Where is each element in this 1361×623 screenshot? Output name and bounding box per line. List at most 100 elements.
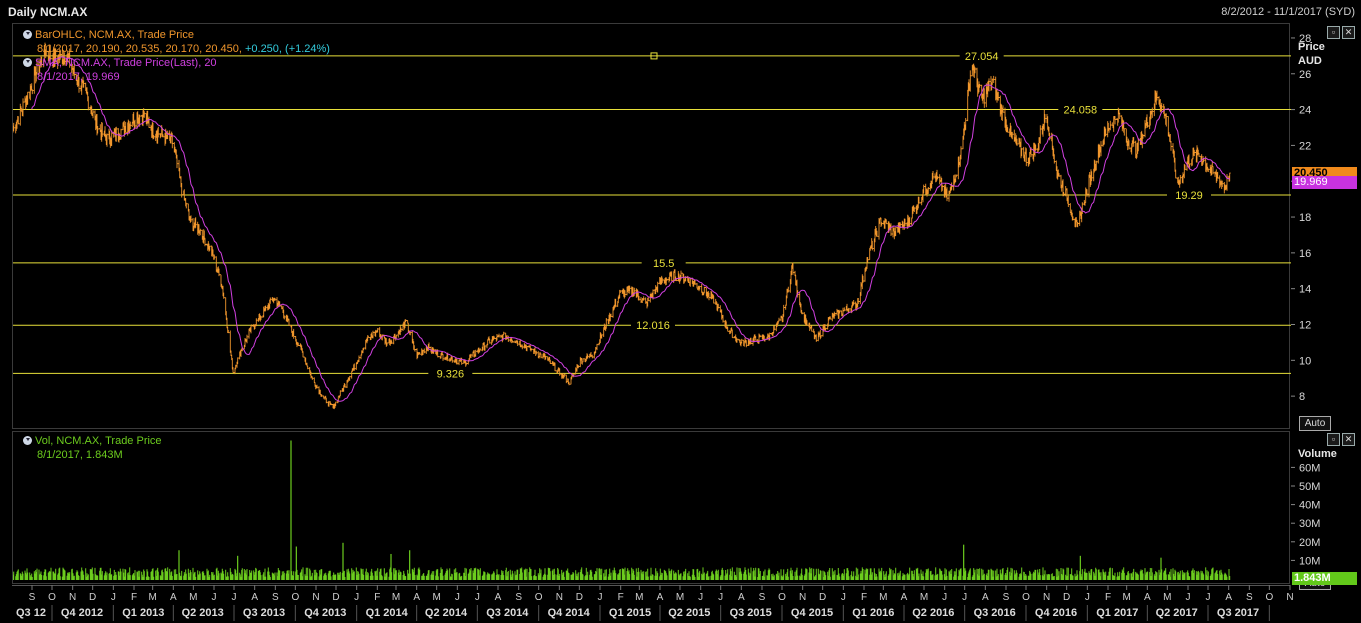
restore-pane-icon[interactable]: ▫: [1327, 433, 1340, 446]
close-pane-icon[interactable]: ✕: [1342, 433, 1355, 446]
month-tick-label: A: [657, 592, 664, 603]
date-range: 8/2/2012 - 11/1/2017 (SYD): [1221, 6, 1355, 18]
month-tick-label: M: [432, 592, 440, 603]
month-tick-label: M: [1163, 592, 1171, 603]
price-axis-unit: AUD: [1298, 55, 1322, 67]
price-tick-label: 8: [1299, 391, 1305, 403]
chart-header: Daily NCM.AX 8/2/2012 - 11/1/2017 (SYD): [0, 0, 1361, 22]
quarter-label: Q2 2015: [668, 607, 710, 619]
legend-toggle-icon[interactable]: [23, 436, 32, 445]
month-tick-label: S: [759, 592, 766, 603]
price-tick-label: 14: [1299, 284, 1311, 296]
quarter-label: Q4 2014: [548, 607, 591, 619]
bar-legend: BarOHLC, NCM.AX, Trade Price: [23, 28, 194, 42]
quarter-label: Q1 2013: [122, 607, 164, 619]
restore-pane-icon[interactable]: ▫: [1327, 26, 1340, 39]
month-tick-label: A: [1225, 592, 1232, 603]
month-tick-label: F: [1105, 592, 1111, 603]
month-tick-label: A: [738, 592, 745, 603]
quarter-label: Q1 2015: [609, 607, 651, 619]
level-label-1: 24.058: [1058, 103, 1103, 117]
month-tick-label: O: [48, 592, 56, 603]
bar-change-value: +0.250, (+1.24%): [244, 43, 330, 55]
price-tick-label: 26: [1299, 69, 1311, 81]
month-tick-label: F: [131, 592, 137, 603]
month-tick-label: S: [515, 592, 522, 603]
volume-legend: Vol, NCM.AX, Trade Price: [23, 434, 162, 448]
month-tick-label: J: [1186, 592, 1191, 603]
month-tick-label: M: [676, 592, 684, 603]
month-tick-label: A: [170, 592, 177, 603]
quarter-label: Q1 2014: [366, 607, 409, 619]
level-label-text: 12.016: [636, 320, 670, 332]
month-tick-label: O: [1022, 592, 1030, 603]
level-label-text: 19.29: [1175, 190, 1203, 202]
price-tick-label: 12: [1299, 320, 1311, 332]
level-label-text: 24.058: [1064, 105, 1098, 117]
quarter-label: Q4 2013: [304, 607, 346, 619]
ohlc-bar-series[interactable]: [12, 42, 1231, 410]
month-tick-label: J: [212, 592, 217, 603]
volume-tick-label: 50M: [1299, 481, 1320, 493]
legend-toggle-icon[interactable]: [23, 58, 32, 67]
quarter-label: Q3 2013: [243, 607, 285, 619]
volume-tick-label: 40M: [1299, 500, 1320, 512]
month-tick-label: O: [291, 592, 299, 603]
level-label-4: 12.016: [631, 319, 675, 332]
price-plot[interactable]: 27.054 24.058 19.29 15.5 12.016 9.326: [12, 24, 1291, 430]
month-tick-label: N: [312, 592, 319, 603]
month-tick-label: M: [920, 592, 928, 603]
month-tick-label: D: [576, 592, 583, 603]
price-tick-label: 16: [1299, 248, 1311, 260]
month-tick-label: N: [69, 592, 76, 603]
month-tick-label: J: [598, 592, 603, 603]
month-tick-label: A: [982, 592, 989, 603]
volume-bar-series[interactable]: [12, 567, 1231, 580]
month-tick-label: O: [535, 592, 543, 603]
quarter-label: Q3 2015: [730, 607, 772, 619]
bar-legend-values: 8/1/2017, 20.190, 20.535, 20.170, 20.450…: [37, 42, 330, 56]
quarter-label: Q4 2016: [1035, 607, 1077, 619]
volume-values: 8/1/2017, 1.843M: [37, 449, 123, 461]
legend-toggle-icon[interactable]: [23, 30, 32, 39]
month-tick-label: M: [392, 592, 400, 603]
month-tick-label: O: [1265, 592, 1273, 603]
month-tick-label: M: [148, 592, 156, 603]
price-pane[interactable]: 27.054 24.058 19.29 15.5 12.016 9.326 BarOHLC…: [12, 23, 1291, 430]
month-tick-label: F: [618, 592, 624, 603]
month-tick-label: J: [962, 592, 967, 603]
month-tick-label: M: [1122, 592, 1130, 603]
bar-ohlc-values: 8/1/2017, 20.190, 20.535, 20.170, 20.450…: [37, 43, 242, 55]
level-label-5: 9.326: [428, 367, 473, 380]
level-label-text: 15.5: [653, 258, 674, 270]
price-auto-scale-button[interactable]: Auto: [1299, 416, 1331, 431]
month-tick-label: N: [799, 592, 806, 603]
level-drag-handle[interactable]: [650, 52, 658, 60]
close-pane-icon[interactable]: ✕: [1342, 26, 1355, 39]
quarter-label: Q4 2015: [791, 607, 833, 619]
price-tick-label: 18: [1299, 212, 1311, 224]
month-tick-label: A: [413, 592, 420, 603]
price-axis-title: Price: [1298, 41, 1325, 53]
month-tick-label: S: [29, 592, 36, 603]
month-tick-label: J: [455, 592, 460, 603]
volume-axis[interactable]: 10M 20M 30M 40M 50M 60M: [1291, 431, 1361, 584]
month-tick-label: J: [942, 592, 947, 603]
ohlc-bars: [12, 42, 1231, 410]
sma-line[interactable]: [31, 56, 1231, 402]
level-label-2: 19.29: [1167, 188, 1211, 202]
quarter-label: Q1 2017: [1096, 607, 1138, 619]
volume-plot[interactable]: [12, 432, 1291, 585]
sma-legend-label: SMA, NCM.AX, Trade Price(Last), 20: [35, 57, 217, 69]
month-tick-label: D: [1063, 592, 1070, 603]
month-tick-label: S: [1003, 592, 1010, 603]
volume-axis-title: Volume: [1298, 448, 1337, 460]
price-axis[interactable]: 810121416182022242628: [1291, 23, 1361, 429]
quarter-label: Q2 2014: [425, 607, 468, 619]
volume-pane[interactable]: Vol, NCM.AX, Trade Price 8/1/2017, 1.843…: [12, 431, 1290, 584]
month-tick-label: N: [1286, 592, 1293, 603]
month-tick-label: J: [1085, 592, 1090, 603]
month-tick-label: M: [635, 592, 643, 603]
month-tick-label: A: [1144, 592, 1151, 603]
